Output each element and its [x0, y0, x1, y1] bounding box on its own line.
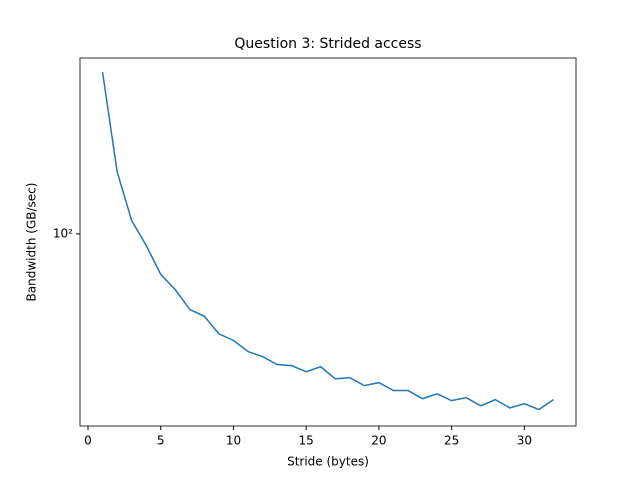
- data-line: [101, 71, 554, 411]
- x-tick-label: 10: [226, 434, 241, 448]
- chart-title: Question 3: Strided access: [234, 36, 421, 52]
- y-tick-label: 10²: [53, 226, 73, 240]
- x-axis-label: Stride (bytes): [287, 455, 369, 469]
- x-tick-label: 0: [84, 434, 92, 448]
- x-tick-label: 15: [299, 434, 314, 448]
- x-tick-label: 5: [157, 434, 165, 448]
- x-tick-label: 20: [371, 434, 386, 448]
- x-tick-label: 30: [517, 434, 532, 448]
- x-tick-label: 25: [444, 434, 459, 448]
- y-axis-label: Bandwidth (GB/sec): [25, 183, 39, 302]
- plot-frame: [79, 57, 577, 427]
